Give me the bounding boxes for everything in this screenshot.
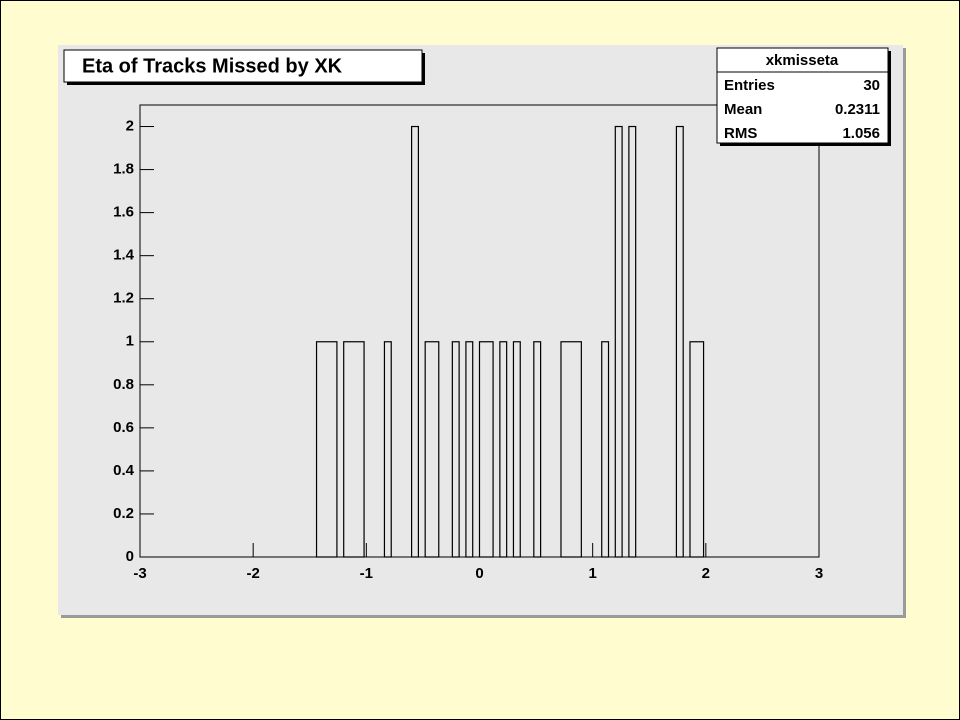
bar [465,341,474,558]
x-tick-label: 2 [702,565,710,582]
y-tick-label: 1 [126,333,134,350]
y-tick-label: 0.4 [113,462,135,479]
y-tick-label: 0.2 [113,505,134,522]
bar [411,125,419,558]
y-tick-label: 0.6 [113,419,134,436]
stats-value: 1.056 [842,125,880,142]
bar [601,341,610,558]
bar [628,125,637,558]
x-tick-label: 1 [588,565,596,582]
stats-value: 0.2311 [835,101,880,118]
bar [478,341,494,558]
bar [451,341,460,558]
x-tick-label: 0 [475,565,483,582]
stats-title: xkmisseta [766,52,839,69]
bar [675,125,684,558]
bar [343,341,365,558]
stats-box [716,47,889,144]
stats-rows: Entries 30 Mean 0.2311 RMS 1.056 [724,77,880,142]
bar [560,341,582,558]
bar [315,341,338,558]
bar [512,341,521,558]
bar [689,341,705,558]
y-tick-label: 1.6 [113,204,134,221]
y-tick-label: 2 [126,117,134,134]
bar [499,341,508,558]
y-tick-label: 1.4 [113,247,135,264]
plot: 0 0.2 0.4 0.6 0.8 1 1.2 1.4 1.6 1.8 2 -3 -2 -1 0 1 2 3 [113,117,823,581]
y-tick-label: 1.2 [113,290,134,307]
y-tick-label: 1.8 [113,161,134,178]
x-tick-label: 3 [815,565,823,582]
stats-label: Mean [724,101,762,118]
x-tick-label: -1 [360,565,373,582]
stats-label: Entries [724,77,775,94]
chart-title: Eta of Tracks Missed by XK [82,55,343,77]
bar [424,341,440,558]
x-tick-label: -3 [133,565,146,582]
title-box [63,49,423,83]
bar [533,341,542,558]
bar [383,341,392,558]
y-tick-label: 0.8 [113,376,134,393]
stats-label: RMS [724,125,757,142]
bar [614,125,623,558]
y-tick-label: 0 [126,548,134,565]
stats-value: 30 [863,77,880,94]
x-tick-label: -2 [246,565,259,582]
